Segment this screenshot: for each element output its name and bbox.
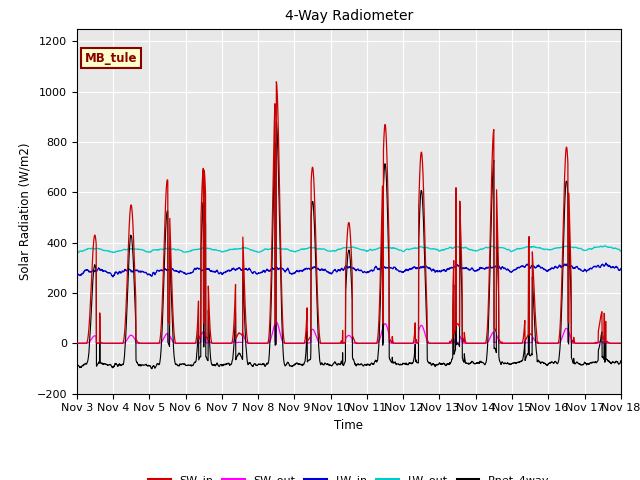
Text: MB_tule: MB_tule xyxy=(85,52,138,65)
X-axis label: Time: Time xyxy=(334,419,364,432)
Legend: SW_in, SW_out, LW_in, LW_out, Rnet_4way: SW_in, SW_out, LW_in, LW_out, Rnet_4way xyxy=(144,470,554,480)
Title: 4-Way Radiometer: 4-Way Radiometer xyxy=(285,10,413,24)
Y-axis label: Solar Radiation (W/m2): Solar Radiation (W/m2) xyxy=(18,143,31,280)
